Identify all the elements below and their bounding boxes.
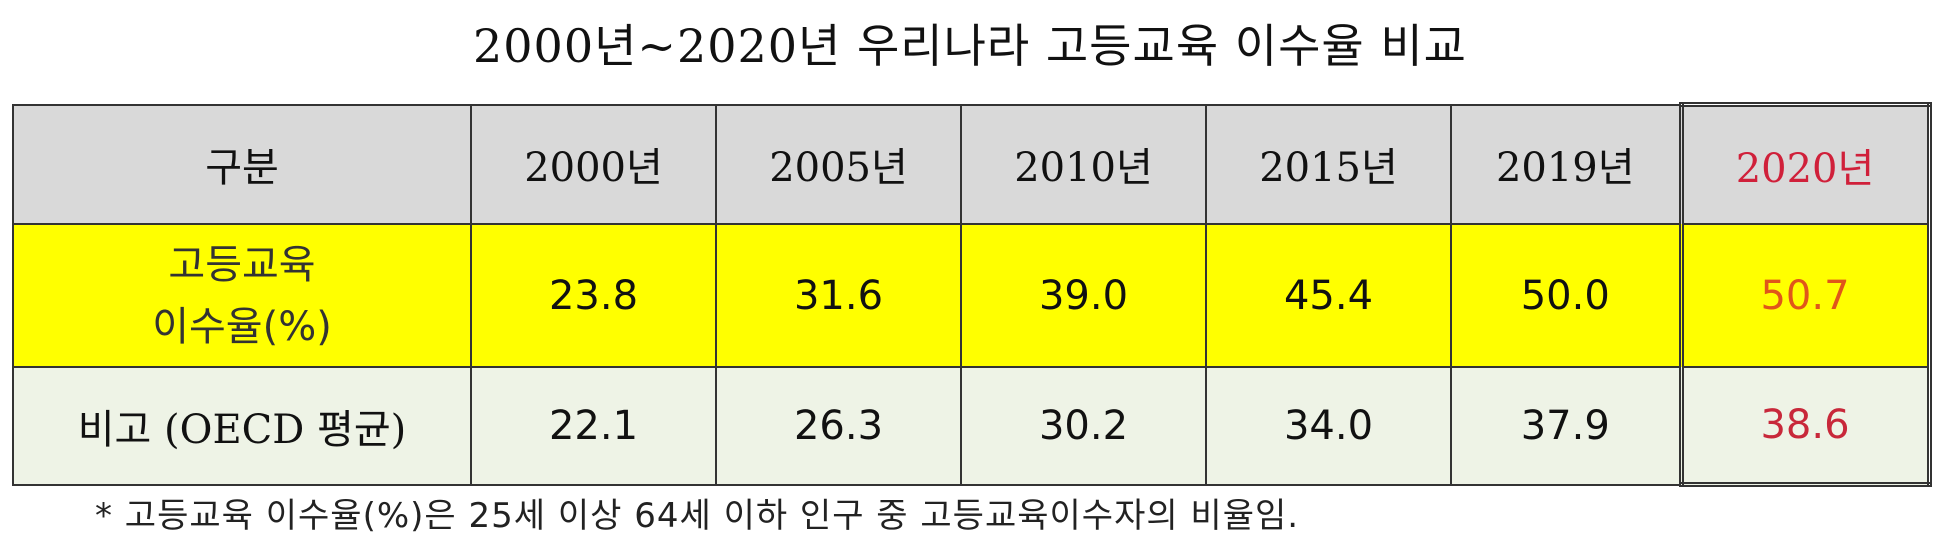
- cell: 30.2: [960, 366, 1207, 486]
- cell: 23.8: [470, 223, 717, 368]
- cell: 2020년: [1678, 102, 1932, 225]
- row-label: 고등교육 이수율(%): [12, 223, 472, 368]
- cell: 38.6: [1678, 366, 1932, 487]
- data-row: 비고 (OECD 평균) 22.1 26.3 30.2 34.0 37.9 38.6: [12, 366, 1932, 487]
- cell: 2010년: [960, 103, 1207, 225]
- cell: 50.0: [1450, 223, 1682, 368]
- cell: 2015년: [1205, 103, 1452, 225]
- cell: 2000년: [470, 103, 717, 225]
- row-label: 비고 (OECD 평균): [12, 366, 472, 486]
- cell: 31.6: [715, 223, 962, 368]
- header-row: 구분 2000년 2005년 2010년 2015년 2019년 2020년: [12, 102, 1932, 225]
- cell: 2005년: [715, 103, 962, 225]
- cell: 37.9: [1450, 366, 1682, 486]
- row-label: 구분: [12, 103, 472, 225]
- data-row: 고등교육 이수율(%) 23.8 31.6 39.0 45.4 50.0 50.7: [12, 223, 1932, 368]
- footnote: * 고등교육 이수율(%)은 25세 이상 64세 이하 인구 중 고등교육이수…: [95, 496, 1300, 536]
- cell: 22.1: [470, 366, 717, 486]
- cell: 50.7: [1678, 223, 1932, 368]
- cell: 26.3: [715, 366, 962, 486]
- comparison-table: 구분 2000년 2005년 2010년 2015년 2019년 2020년 고등교육 이수율…: [12, 102, 1932, 487]
- cell: 2019년: [1450, 103, 1682, 225]
- cell: 39.0: [960, 223, 1207, 368]
- cell: 34.0: [1205, 366, 1452, 486]
- cell: 45.4: [1205, 223, 1452, 368]
- title: 2000년~2020년 우리나라 고등교육 이수율 비교: [473, 19, 1467, 73]
